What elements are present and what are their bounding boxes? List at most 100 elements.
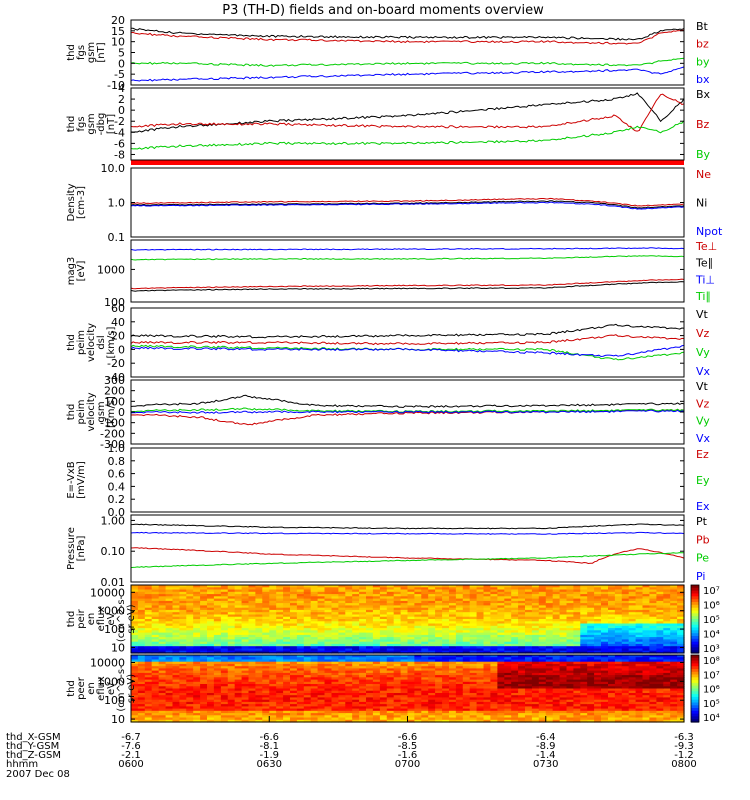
heatmap-cell [283,677,291,681]
heatmap-cell [255,634,263,638]
heatmap-cell [386,684,395,687]
heatmap-cell [428,713,436,716]
heatmap-cell [421,708,429,712]
heatmap-cell [635,598,644,602]
heatmap-cell [538,648,547,652]
heatmap-cell [207,679,215,683]
heatmap-cell [393,589,402,593]
heatmap-cell [497,663,505,667]
heatmap-cell [642,699,650,703]
heatmap-cell [165,625,174,629]
heatmap-cell [504,594,512,597]
heatmap-cell [469,697,478,701]
heatmap-cell [331,628,339,631]
heatmap-cell [614,648,623,652]
heatmap-cell [269,609,277,613]
heatmap-cell [359,587,367,591]
heatmap-cell [476,587,485,591]
heatmap-cell [621,594,630,597]
heatmap-cell [504,719,512,723]
heatmap-cell [248,695,256,698]
heatmap-cell [179,719,187,723]
heatmap-cell [172,594,180,597]
heatmap-cell [303,643,312,647]
heatmap-cell [269,677,277,681]
heatmap-cell [172,648,180,652]
heatmap-cell [504,666,512,669]
heatmap-cell [144,596,153,600]
heatmap-cell [165,681,174,685]
heatmap-cell [227,706,236,710]
heatmap-cell [663,641,671,645]
heatmap-cell [538,619,547,622]
heatmap-cell [200,621,208,625]
heatmap-cell [455,677,464,681]
heatmap-cell [151,594,160,597]
heatmap-cell [621,619,630,622]
heatmap-cell [165,605,174,609]
heatmap-cell [407,719,415,723]
heatmap-cell [303,690,312,694]
heatmap-cell [670,616,678,620]
heatmap-cell [628,614,637,618]
heatmap-cell [628,668,637,672]
heatmap-cell [165,619,174,622]
heatmap-cell [566,706,574,710]
heatmap-cell [435,672,443,676]
heatmap-cell [594,659,602,663]
heatmap-cell [386,603,395,606]
heatmap-cell [144,715,153,719]
heatmap-cell [580,598,588,602]
heatmap-cell [241,695,250,698]
heatmap-cell [594,646,602,650]
heatmap-cell [490,646,498,650]
heatmap-cell [649,663,657,667]
heatmap-cell [608,605,616,609]
heatmap-cell [131,713,139,716]
heatmap-cell [442,637,450,640]
heatmap-cell [421,600,429,604]
heatmap-cell [303,632,312,636]
heatmap-cell [193,623,201,627]
heatmap-cell [587,625,595,629]
heatmap-cell [296,677,305,681]
heatmap-cell [352,679,360,683]
series-line-Pt [130,523,685,530]
heatmap-cell [545,634,554,638]
heatmap-cell [469,699,478,703]
heatmap-cell [220,594,229,597]
heatmap-cell [435,713,443,716]
heatmap-cell [207,637,215,640]
heatmap-cell [137,677,146,681]
heatmap-cell [345,719,353,723]
heatmap-cell [677,616,685,620]
heatmap-cell [442,612,450,616]
heatmap-cell [255,614,263,618]
heatmap-cell [158,684,167,687]
heatmap-cell [241,684,250,687]
heatmap-cell [518,587,526,591]
heatmap-cell [490,719,498,723]
heatmap-cell [158,639,167,643]
heatmap-cell [179,598,187,602]
heatmap-cell [566,677,574,681]
heatmap-cell [186,706,194,710]
heatmap-cell [601,596,609,600]
heatmap-cell [193,684,201,687]
heatmap-cell [283,706,291,710]
heatmap-cell [310,677,319,681]
heatmap-cell [186,668,194,672]
heatmap-cell [628,637,637,640]
heatmap-cell [317,706,326,710]
heatmap-cell [566,708,574,712]
heatmap-cell [283,681,291,685]
heatmap-cell [345,699,353,703]
heatmap-cell [621,646,630,650]
heatmap-cell [345,632,353,636]
heatmap-cell [290,677,298,681]
heatmap-cell [207,668,215,672]
heatmap-cell [372,650,381,654]
heatmap-cell [186,594,194,597]
heatmap-cell [531,600,540,604]
heatmap-cell [656,713,664,716]
